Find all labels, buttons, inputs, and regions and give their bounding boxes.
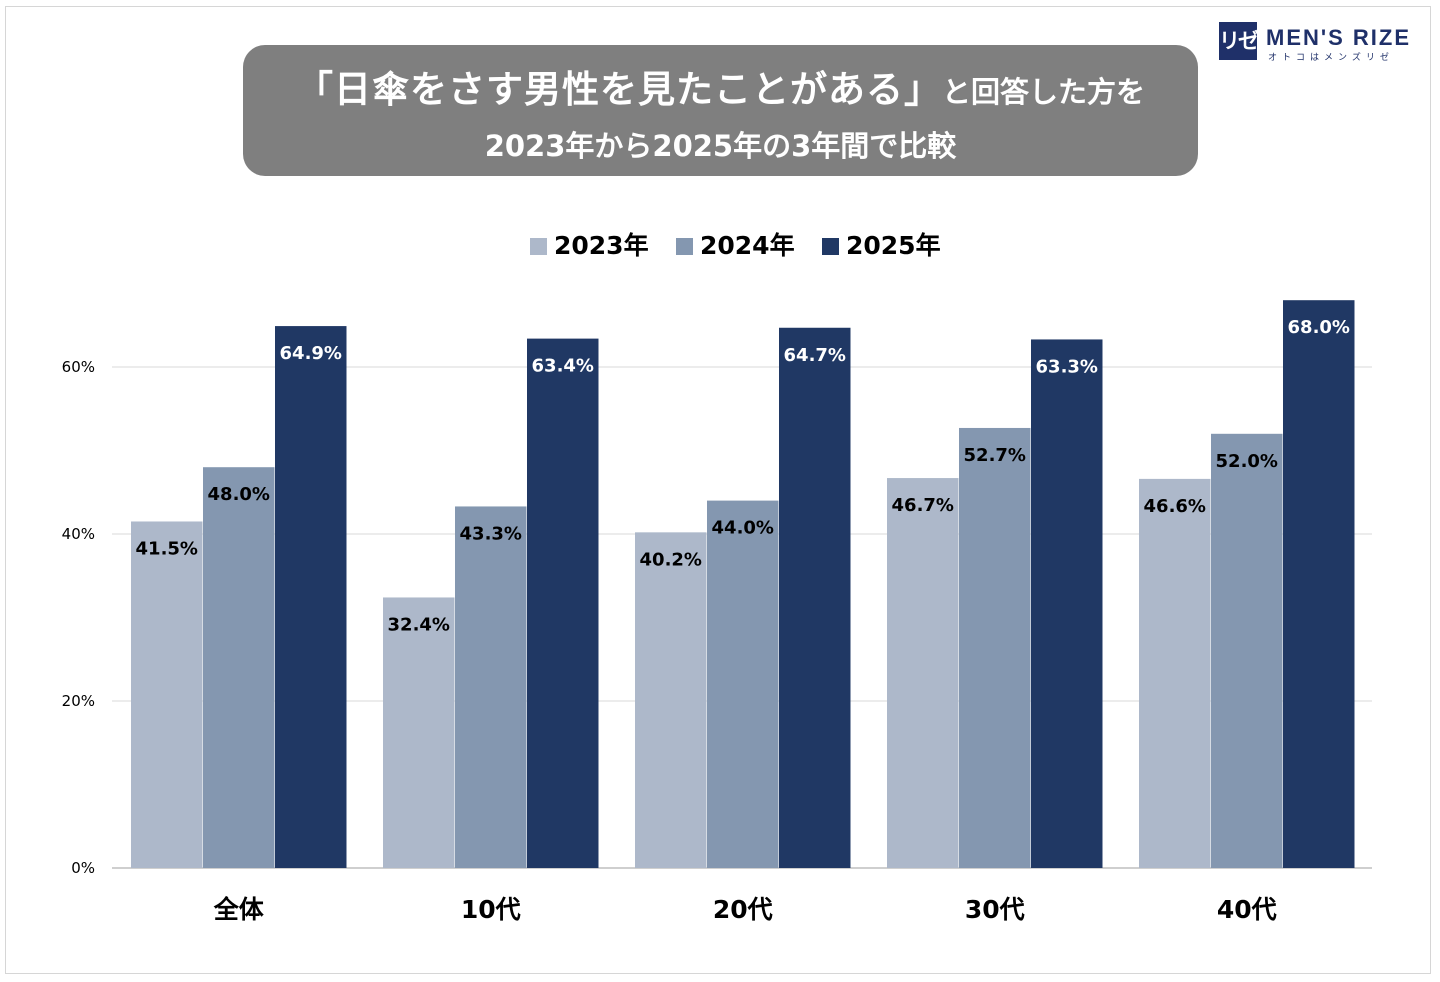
bar-2023年-30代 (887, 478, 959, 868)
y-tick-label: 0% (71, 859, 95, 877)
data-label: 46.6% (1144, 496, 1206, 517)
chart-title-main: 「日傘をさす男性を見たことがある」 (295, 68, 942, 111)
bar-2025年-30代 (1031, 339, 1103, 868)
data-label: 64.9% (280, 343, 342, 364)
legend-swatch-2024年 (676, 238, 693, 255)
bar-2024年-全体 (203, 467, 275, 868)
data-label: 68.0% (1288, 317, 1350, 338)
y-tick-label: 40% (62, 525, 95, 543)
data-label: 40.2% (640, 549, 702, 570)
data-label: 43.3% (460, 523, 522, 544)
x-tick-label: 10代 (461, 895, 521, 924)
legend-label: 2024年 (700, 231, 795, 260)
data-label: 41.5% (136, 538, 198, 559)
bar-2025年-20代 (779, 327, 851, 868)
legend-swatch-2025年 (822, 238, 839, 255)
bar-2023年-40代 (1139, 478, 1211, 868)
x-tick-label: 30代 (965, 895, 1025, 924)
bar-2024年-10代 (455, 506, 527, 868)
logo-name: MEN'S RIZE (1266, 25, 1412, 50)
chart-title: 「日傘をさす男性を見たことがある」と回答した方を (243, 59, 1198, 113)
bar-2023年-全体 (131, 521, 203, 868)
chart-subtitle: 2023年から2025年の3年間で比較 (484, 129, 957, 163)
data-label: 52.0% (1216, 451, 1278, 472)
x-tick-label: 全体 (213, 895, 265, 924)
bar-2025年-10代 (527, 338, 599, 868)
bar-2023年-20代 (635, 532, 707, 868)
data-label: 63.3% (1036, 356, 1098, 377)
bar-2024年-40代 (1211, 433, 1283, 868)
data-label: 32.4% (388, 614, 450, 635)
chart-title-suffix: と回答した方を (941, 75, 1145, 109)
logo-tagline: オトコはメンズリゼ (1268, 53, 1394, 63)
bar-2024年-30代 (959, 427, 1031, 868)
data-label: 48.0% (208, 484, 270, 505)
y-tick-label: 60% (62, 358, 95, 376)
bar-2023年-10代 (383, 597, 455, 868)
legend-label: 2023年 (554, 231, 649, 260)
bar-2024年-20代 (707, 500, 779, 868)
chart-frame (5, 6, 1431, 974)
data-label: 63.4% (532, 356, 594, 377)
bar-2025年-40代 (1283, 300, 1355, 868)
legend-label: 2025年 (846, 231, 941, 260)
bar-2025年-全体 (275, 326, 347, 869)
title-banner: 「日傘をさす男性を見たことがある」と回答した方を 2023年から2025年の3年… (243, 45, 1198, 176)
data-label: 64.7% (784, 345, 846, 366)
y-tick-label: 20% (62, 692, 95, 710)
data-label: 52.7% (964, 445, 1026, 466)
x-tick-label: 40代 (1217, 895, 1277, 924)
data-label: 46.7% (892, 495, 954, 516)
data-label: 44.0% (712, 518, 774, 539)
x-tick-label: 20代 (713, 895, 773, 924)
legend-swatch-2023年 (530, 238, 547, 255)
logo-mark-icon: リゼ (1219, 22, 1259, 60)
